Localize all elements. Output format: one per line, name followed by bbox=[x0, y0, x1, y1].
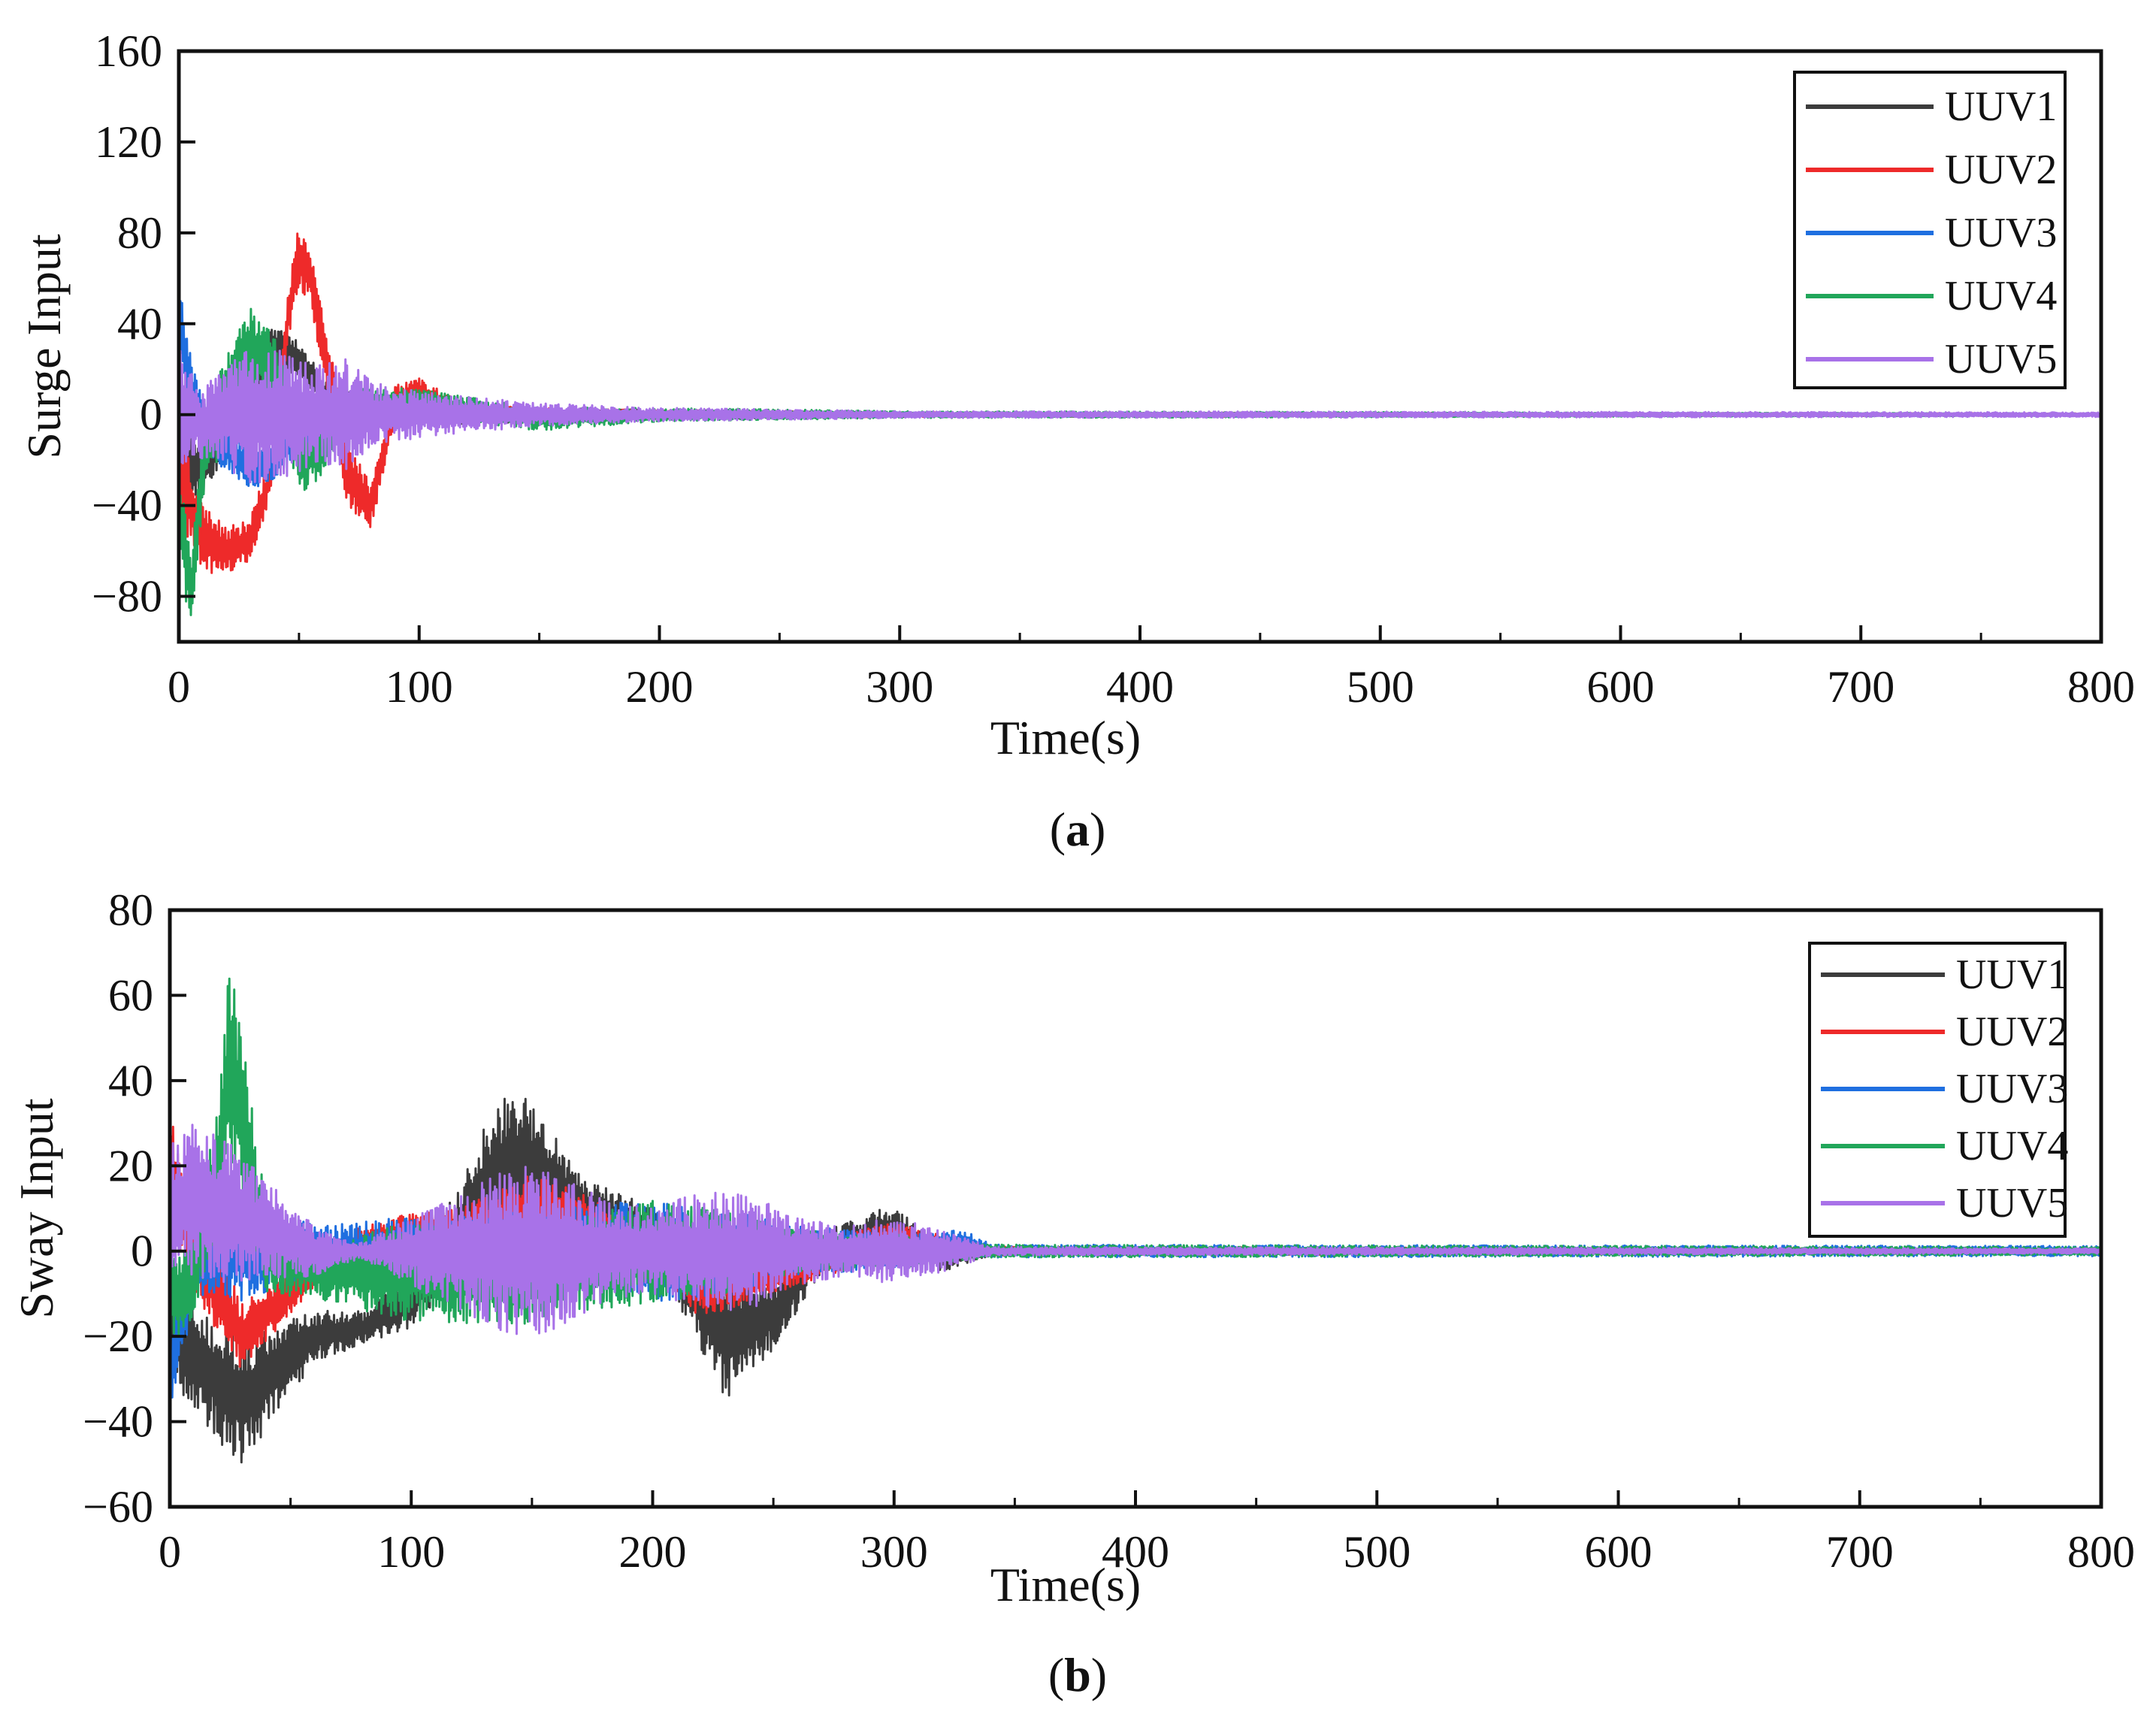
caption-label-b: b bbox=[1064, 1648, 1091, 1701]
legend-b: UUV1 UUV2 UUV3 UUV4 UUV5 bbox=[1808, 942, 2068, 1238]
y-axis-title-b: Sway Input bbox=[10, 1098, 63, 1319]
x-tick-label: 200 bbox=[626, 662, 694, 712]
legend-label-uuv3: UUV3 bbox=[1945, 210, 2057, 256]
legend-label-uuv3: UUV3 bbox=[1956, 1066, 2068, 1112]
legend-label-uuv2: UUV2 bbox=[1945, 147, 2057, 193]
plot-area-a bbox=[177, 232, 2103, 616]
caption-label-a: a bbox=[1066, 803, 1090, 856]
y-tick-label: 120 bbox=[95, 117, 162, 167]
x-tick-label: 100 bbox=[377, 1527, 445, 1577]
series-line-uuv5-b bbox=[168, 1124, 2103, 1335]
x-tick-label: 400 bbox=[1106, 662, 1174, 712]
x-axis-title-b: Time(s) bbox=[990, 1558, 1141, 1611]
y-tick-label: 40 bbox=[108, 1056, 153, 1106]
x-tick-label: 300 bbox=[866, 662, 933, 712]
y-tick-label: 0 bbox=[131, 1227, 153, 1276]
y-tick-label: −40 bbox=[92, 481, 162, 531]
plot-area-b bbox=[168, 977, 2103, 1464]
y-axis-title-a: Surge Input bbox=[17, 234, 71, 458]
y-tick-label: 80 bbox=[117, 208, 162, 258]
x-tick-label: 700 bbox=[1827, 662, 1894, 712]
caption-b: (b) bbox=[1048, 1648, 1107, 1701]
y-tick-label: 0 bbox=[140, 390, 162, 440]
legend-label-uuv1: UUV1 bbox=[1945, 83, 2057, 130]
x-tick-label: 0 bbox=[159, 1527, 181, 1577]
legend-label-uuv1: UUV1 bbox=[1956, 951, 2068, 998]
chart-panel-b: 0 100 200 300 400 500 600 700 800 −60 −40 −20 0 20 40… bbox=[10, 885, 2135, 1701]
x-tick-label: 700 bbox=[1826, 1527, 1894, 1577]
x-tick-label: 600 bbox=[1585, 1527, 1653, 1577]
legend-label-uuv5: UUV5 bbox=[1945, 336, 2057, 383]
x-tick-label: 300 bbox=[860, 1527, 928, 1577]
y-tick-label: 80 bbox=[108, 885, 153, 935]
legend-label-uuv4: UUV4 bbox=[1945, 273, 2057, 319]
y-tick-label: −20 bbox=[83, 1311, 153, 1361]
y-axis-b: −60 −40 −20 0 20 40 60 80 bbox=[83, 885, 186, 1532]
legend-label-uuv2: UUV2 bbox=[1956, 1009, 2068, 1055]
x-tick-label: 800 bbox=[2067, 662, 2135, 712]
x-axis-title-a: Time(s) bbox=[990, 711, 1141, 764]
legend-label-uuv4: UUV4 bbox=[1956, 1123, 2068, 1169]
x-tick-label: 200 bbox=[619, 1527, 687, 1577]
legend-a: UUV1 UUV2 UUV3 UUV4 UUV5 bbox=[1793, 71, 2067, 389]
x-tick-label: 0 bbox=[168, 662, 190, 712]
x-axis-b: 0 100 200 300 400 500 600 700 800 bbox=[159, 1490, 2135, 1577]
y-axis-a: −80 −40 0 40 80 120 160 bbox=[92, 26, 195, 622]
y-tick-label: −80 bbox=[92, 572, 162, 622]
x-tick-label: 800 bbox=[2067, 1527, 2135, 1577]
y-tick-label: −40 bbox=[83, 1397, 153, 1447]
y-tick-label: 160 bbox=[95, 26, 162, 76]
y-tick-label: 60 bbox=[108, 970, 153, 1020]
y-tick-label: 20 bbox=[108, 1141, 153, 1190]
y-tick-label: 40 bbox=[117, 299, 162, 349]
y-tick-label: −60 bbox=[83, 1482, 153, 1532]
caption-a: (a) bbox=[1050, 803, 1106, 856]
x-tick-label: 100 bbox=[386, 662, 453, 712]
x-tick-label: 500 bbox=[1343, 1527, 1411, 1577]
x-tick-label: 400 bbox=[1102, 1527, 1169, 1577]
chart-panel-a: 0 100 200 300 400 500 600 700 800 −80 −40 0 40 80 120… bbox=[17, 26, 2135, 856]
x-axis-a: 0 100 200 300 400 500 600 700 800 bbox=[168, 625, 2135, 712]
x-tick-label: 500 bbox=[1347, 662, 1414, 712]
series-line-uuv5-a bbox=[177, 349, 2103, 484]
x-tick-label: 600 bbox=[1587, 662, 1655, 712]
legend-label-uuv5: UUV5 bbox=[1956, 1180, 2068, 1227]
